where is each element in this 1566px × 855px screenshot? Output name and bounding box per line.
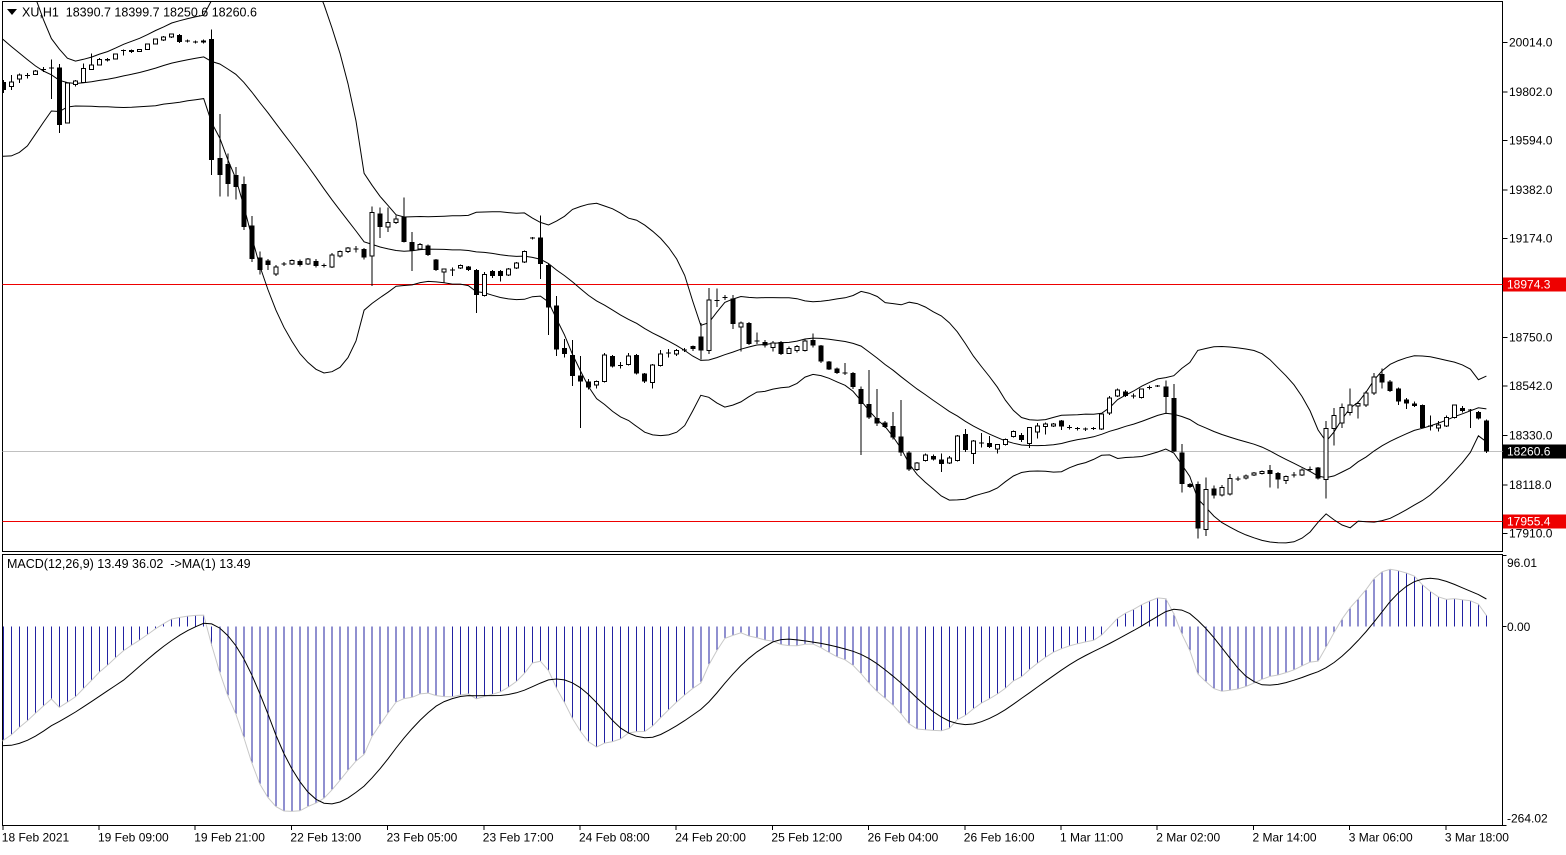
svg-text:2 Mar 02:00: 2 Mar 02:00: [1156, 831, 1220, 845]
svg-text:24 Feb 08:00: 24 Feb 08:00: [579, 831, 650, 845]
svg-text:17955.4: 17955.4: [1507, 515, 1551, 529]
svg-text:20014.0: 20014.0: [1509, 35, 1553, 49]
svg-text:25 Feb 12:00: 25 Feb 12:00: [771, 831, 842, 845]
svg-text:18 Feb 2021: 18 Feb 2021: [2, 831, 70, 845]
svg-text:24 Feb 20:00: 24 Feb 20:00: [675, 831, 746, 845]
svg-text:23 Feb 05:00: 23 Feb 05:00: [387, 831, 458, 845]
svg-text:0.00: 0.00: [1507, 620, 1531, 634]
svg-text:19174.0: 19174.0: [1509, 231, 1553, 245]
svg-text:MACD(12,26,9) 13.49 36.02 ->M: MACD(12,26,9) 13.49 36.02 ->MA(1) 13.49: [7, 557, 251, 571]
svg-text:19 Feb 21:00: 19 Feb 21:00: [194, 831, 265, 845]
svg-text:3 Mar 18:00: 3 Mar 18:00: [1445, 831, 1509, 845]
svg-text:96.01: 96.01: [1507, 556, 1537, 570]
svg-text:18330.0: 18330.0: [1509, 428, 1553, 442]
svg-text:2 Mar 14:00: 2 Mar 14:00: [1253, 831, 1317, 845]
svg-text:1 Mar 11:00: 1 Mar 11:00: [1060, 831, 1123, 845]
svg-text:18750.0: 18750.0: [1509, 330, 1553, 344]
svg-text:19594.0: 19594.0: [1509, 133, 1553, 147]
svg-text:19 Feb 09:00: 19 Feb 09:00: [98, 831, 169, 845]
svg-text:-264.02: -264.02: [1507, 812, 1548, 826]
svg-text:23 Feb 17:00: 23 Feb 17:00: [483, 831, 554, 845]
svg-text:26 Feb 16:00: 26 Feb 16:00: [964, 831, 1035, 845]
svg-text:18260.6: 18260.6: [1507, 445, 1551, 459]
svg-text:19382.0: 19382.0: [1509, 183, 1553, 197]
svg-text:17910.0: 17910.0: [1509, 527, 1553, 541]
svg-text:18974.3: 18974.3: [1507, 278, 1551, 292]
svg-text:3 Mar 06:00: 3 Mar 06:00: [1349, 831, 1413, 845]
svg-text:XU,H1 18390.7 18399.7 18250.6: XU,H1 18390.7 18399.7 18250.6 18260.6: [22, 6, 257, 20]
svg-text:18542.0: 18542.0: [1509, 379, 1553, 393]
svg-text:22 Feb 13:00: 22 Feb 13:00: [290, 831, 361, 845]
svg-text:19802.0: 19802.0: [1509, 85, 1553, 99]
svg-text:26 Feb 04:00: 26 Feb 04:00: [868, 831, 939, 845]
svg-text:18118.0: 18118.0: [1509, 478, 1552, 492]
